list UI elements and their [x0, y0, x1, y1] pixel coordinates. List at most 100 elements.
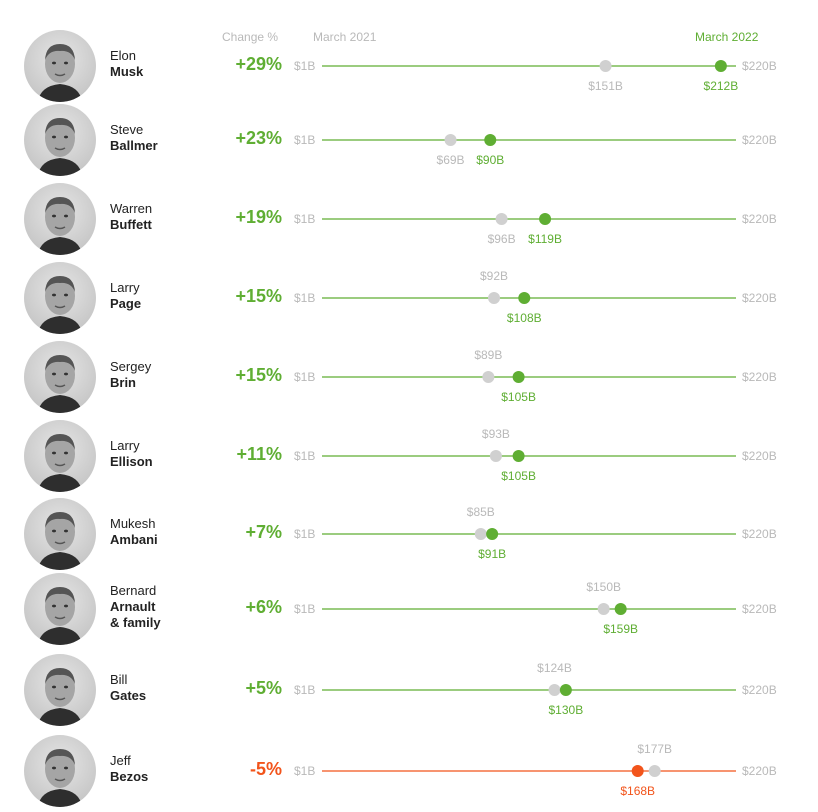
label-march-2021-page: $92B	[480, 269, 508, 283]
dot-march-2022-arnault	[614, 603, 627, 615]
label-march-2021-ellison: $93B	[482, 427, 510, 441]
axis-max-label: $220B	[742, 291, 777, 305]
label-march-2021-musk: $151B	[588, 79, 623, 93]
person-name: Mukesh Ambani	[110, 516, 158, 548]
dot-march-2021-ambani	[474, 528, 487, 540]
axis-max-label: $220B	[742, 370, 777, 384]
first-name: Bill	[110, 672, 128, 687]
change-percent: +23%	[235, 128, 282, 148]
label-march-2021-ambani: $85B	[467, 505, 495, 519]
avatar	[24, 262, 96, 334]
header-march-2022: March 2022	[695, 30, 759, 44]
axis-min-label: $1B	[294, 59, 316, 73]
header-change: Change %	[222, 30, 279, 44]
axis-min-label: $1B	[294, 291, 316, 305]
dot-march-2022-page	[518, 292, 531, 304]
dot-march-2022-musk	[714, 60, 727, 72]
first-name: Mukesh	[110, 516, 156, 531]
change-percent: +11%	[236, 444, 282, 464]
label-march-2021-brin: $89B	[474, 348, 502, 362]
avatar	[24, 654, 96, 726]
label-march-2022-ballmer: $90B	[476, 153, 504, 167]
person-name: Bill Gates	[110, 672, 146, 704]
label-march-2022-ellison: $105B	[501, 469, 536, 483]
avatar	[24, 104, 96, 176]
label-march-2021-buffett: $96B	[488, 232, 516, 246]
person-name: Elon Musk	[110, 48, 143, 80]
label-march-2022-ambani: $91B	[478, 547, 506, 561]
person-name: Jeff Bezos	[110, 753, 148, 785]
first-name: Larry	[110, 280, 140, 295]
header-march-2021: March 2021	[313, 30, 377, 44]
axis-min-label: $1B	[294, 133, 316, 147]
axis-max-label: $220B	[742, 602, 777, 616]
dot-march-2021-page	[488, 292, 501, 304]
last-name: Bezos	[110, 769, 149, 784]
dot-march-2022-ballmer	[484, 134, 497, 146]
axis-max-label: $220B	[742, 527, 777, 541]
person-name: Larry Page	[110, 280, 141, 312]
label-march-2021-gates: $124B	[537, 661, 572, 675]
axis-min-label: $1B	[294, 602, 316, 616]
person-name: Larry Ellison	[110, 438, 153, 470]
dot-march-2022-buffett	[539, 213, 552, 225]
last-name: Ellison	[110, 454, 153, 469]
axis-max-label: $220B	[742, 683, 777, 697]
last-name: Ballmer	[110, 138, 158, 153]
avatar	[24, 30, 96, 102]
axis-min-label: $1B	[294, 370, 316, 384]
avatar	[24, 420, 96, 492]
change-percent: +15%	[235, 365, 282, 385]
axis-min-label: $1B	[294, 683, 316, 697]
change-percent: -5%	[249, 759, 282, 779]
last-name: Arnault & family	[110, 599, 161, 630]
person-name: Bernard Arnault & family	[110, 583, 161, 631]
dot-march-2021-buffett	[495, 213, 508, 225]
avatar	[24, 735, 96, 807]
first-name: Jeff	[110, 753, 131, 768]
dot-march-2021-gates	[548, 684, 561, 696]
label-march-2022-page: $108B	[507, 311, 542, 325]
label-march-2022-buffett: $119B	[528, 232, 562, 246]
last-name: Brin	[110, 375, 136, 390]
first-name: Bernard	[110, 583, 157, 598]
dot-march-2021-bezos	[648, 765, 661, 777]
first-name: Warren	[110, 201, 153, 216]
axis-min-label: $1B	[294, 764, 316, 778]
axis-max-label: $220B	[742, 212, 777, 226]
dot-march-2022-ambani	[486, 528, 499, 540]
label-march-2021-bezos: $177B	[637, 742, 672, 756]
person-name: Steve Ballmer	[110, 122, 158, 154]
label-march-2021-ballmer: $69B	[437, 153, 465, 167]
last-name: Page	[110, 296, 142, 311]
dot-march-2021-ellison	[489, 450, 502, 462]
change-percent: +7%	[245, 522, 282, 542]
first-name: Steve	[110, 122, 144, 137]
dot-march-2021-musk	[599, 60, 612, 72]
last-name: Ambani	[110, 532, 158, 547]
label-march-2021-arnault: $150B	[586, 580, 621, 594]
dot-march-2021-brin	[482, 371, 495, 383]
label-march-2022-bezos: $168B	[620, 784, 655, 798]
avatar	[24, 183, 96, 255]
dot-march-2022-brin	[512, 371, 525, 383]
last-name: Musk	[110, 64, 144, 79]
first-name: Elon	[110, 48, 137, 63]
axis-max-label: $220B	[742, 133, 777, 147]
label-march-2022-arnault: $159B	[603, 622, 638, 636]
change-percent: +15%	[235, 286, 282, 306]
person-name: Warren Buffett	[110, 201, 152, 233]
axis-min-label: $1B	[294, 212, 316, 226]
last-name: Gates	[110, 688, 147, 703]
label-march-2022-brin: $105B	[501, 390, 536, 404]
label-march-2022-musk: $212B	[704, 79, 739, 93]
avatar	[24, 573, 96, 645]
label-march-2022-gates: $130B	[549, 703, 584, 717]
axis-max-label: $220B	[742, 59, 777, 73]
change-percent: +6%	[245, 597, 282, 617]
dot-march-2021-ballmer	[444, 134, 457, 146]
axis-max-label: $220B	[742, 449, 777, 463]
dot-march-2022-bezos	[631, 765, 644, 777]
avatar	[24, 341, 96, 413]
